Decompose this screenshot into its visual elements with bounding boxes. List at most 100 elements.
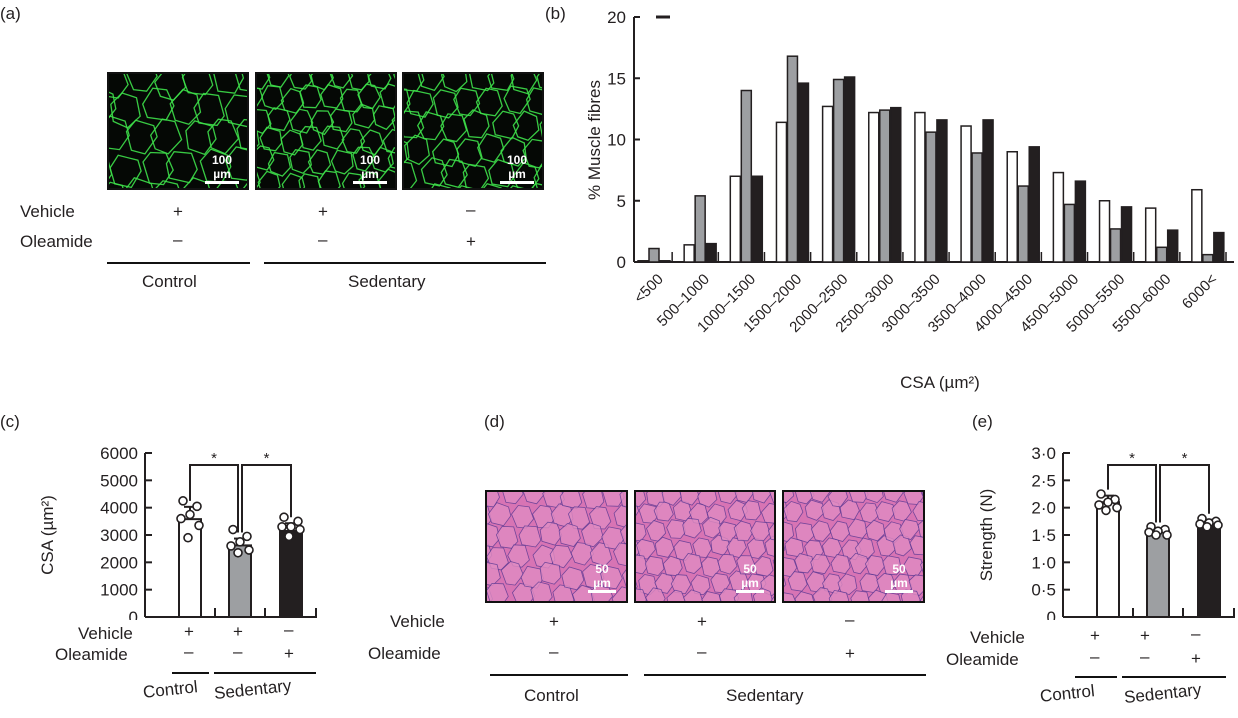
- vehicle-label: Vehicle: [78, 624, 133, 643]
- bar: [1096, 501, 1120, 619]
- muscle-fibre: [377, 168, 395, 188]
- histogram-bar: [659, 260, 671, 263]
- scale-bar: 100 µm: [353, 153, 387, 184]
- oleamide-sign: –: [549, 642, 559, 661]
- data-point: [244, 545, 254, 555]
- muscle-fibre: [810, 554, 831, 575]
- muscle-fibre: [341, 128, 366, 154]
- vehicle-sign: –: [845, 610, 855, 629]
- x-tick-label: <500: [631, 271, 667, 307]
- muscle-fibre: [690, 574, 711, 596]
- muscle-fibre: [462, 163, 490, 188]
- histogram-bar: [1006, 151, 1018, 263]
- muscle-fibre: [523, 492, 546, 505]
- muscle-fibre: [311, 189, 333, 190]
- muscle-fibre: [636, 492, 647, 508]
- muscle-fibre: [666, 589, 686, 601]
- muscle-fibre: [636, 581, 638, 590]
- scale-bar: 50 µm: [885, 562, 913, 593]
- histogram-bar: [832, 78, 845, 263]
- muscle-fibre: [310, 74, 335, 91]
- bar: [1146, 530, 1170, 618]
- scale-bar-label: 50 µm: [890, 562, 908, 590]
- muscle-fibre: [883, 492, 904, 503]
- muscle-fibre: [644, 555, 665, 577]
- histogram-bar: [648, 247, 660, 263]
- muscle-fibre: [864, 492, 884, 504]
- muscle-fibre: [440, 74, 468, 93]
- vehicle-sign: +: [318, 202, 328, 221]
- muscle-fibre: [784, 576, 787, 588]
- muscle-fibre: [692, 537, 713, 558]
- muscle-fibre: [406, 89, 434, 118]
- muscle-fibre: [320, 83, 344, 109]
- oleamide-sign: –: [697, 642, 707, 661]
- vehicle-label: Vehicle: [20, 202, 75, 221]
- csa-bar-chart: 0 1000 2000 3000 4000 5000 6000 * * CSA (µm²): [38, 444, 317, 620]
- oleamide-sign: +: [466, 232, 476, 251]
- muscle-fibre: [393, 74, 395, 80]
- sedentary-group-line: [214, 672, 316, 674]
- oleamide-label: Oleamide: [368, 644, 441, 663]
- muscle-fibre: [559, 492, 583, 509]
- histogram-bar: [1120, 206, 1133, 263]
- muscle-fibre: [741, 500, 762, 521]
- histogram-bar: [821, 105, 834, 263]
- significance-bracket: [241, 464, 292, 533]
- muscle-fibre: [683, 589, 704, 601]
- muscle-fibre: [518, 525, 542, 548]
- histogram-bar: [925, 131, 937, 263]
- muscle-fibre: [611, 586, 626, 601]
- muscle-fibre: [234, 74, 247, 92]
- muscle-fibre: [289, 108, 314, 134]
- muscle-fibre: [549, 544, 573, 569]
- histogram-bar: [1098, 200, 1111, 263]
- muscle-fibre: [207, 118, 240, 155]
- muscle-fibre: [125, 119, 158, 155]
- muscle-fibre: [299, 125, 322, 151]
- muscle-fibre: [733, 520, 754, 542]
- muscle-fibre: [321, 125, 345, 150]
- muscle-fibre: [126, 74, 158, 92]
- muscle-fibre: [670, 574, 692, 595]
- bar: [279, 529, 303, 618]
- muscle-fibre: [794, 553, 815, 574]
- muscle-fibre: [404, 134, 431, 166]
- muscle-fibre: [682, 553, 703, 574]
- data-point: [192, 501, 202, 512]
- muscle-fibre: [558, 522, 581, 547]
- muscle-fibre: [213, 74, 245, 94]
- muscle-fibre: [679, 492, 700, 506]
- muscle-fibre: [141, 87, 175, 121]
- muscle-fibre: [487, 523, 501, 548]
- data-point: [277, 522, 287, 532]
- muscle-fibre: [298, 173, 321, 188]
- vehicle-sign: +: [173, 202, 183, 221]
- muscle-fibre: [404, 161, 418, 188]
- data-point: [1096, 489, 1106, 499]
- histogram-bar: [1213, 231, 1225, 263]
- muscle-fibre: [769, 492, 774, 504]
- muscle-fibre: [404, 110, 425, 139]
- data-point: [284, 531, 294, 542]
- sedentary-group-label: Sedentary: [213, 676, 293, 704]
- muscle-fibre: [372, 105, 395, 131]
- muscle-fibre: [487, 502, 512, 527]
- muscle-fibre: [224, 94, 247, 128]
- histogram-bar: [637, 260, 649, 263]
- oleamide-sign: –: [233, 642, 243, 661]
- histogram-bar: [797, 82, 810, 263]
- muscle-fibre: [242, 182, 247, 188]
- significance-star: *: [264, 450, 270, 467]
- muscle-fibre: [530, 581, 553, 601]
- histogram-bar: [683, 244, 695, 263]
- muscle-fibre: [379, 83, 395, 110]
- muscle-fibre: [917, 519, 923, 538]
- muscle-fibre: [289, 148, 313, 174]
- muscle-fibre: [387, 147, 395, 169]
- scale-bar: 100 µm: [500, 153, 534, 184]
- scale-bar-label: 100 µm: [359, 153, 381, 181]
- muscle-fibre: [475, 87, 503, 117]
- fluorescence-image-sedentary-vehicle: 100 µm: [255, 72, 397, 190]
